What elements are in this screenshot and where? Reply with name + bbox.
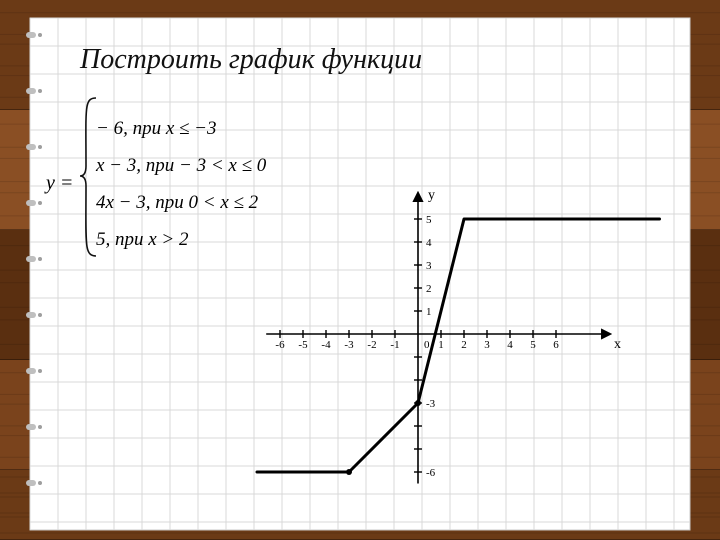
svg-text:5: 5 <box>426 214 432 226</box>
svg-text:-5: -5 <box>298 339 308 351</box>
svg-text:1: 1 <box>438 339 444 351</box>
formula-line: 4x − 3, при 0 < x ≤ 2 <box>96 192 258 214</box>
svg-text:3: 3 <box>484 339 490 351</box>
svg-text:5: 5 <box>530 339 536 351</box>
stage: ху-6-5-4-3-2-1123456012345-3-6 Построить… <box>0 0 720 540</box>
svg-text:-2: -2 <box>367 339 376 351</box>
svg-text:-1: -1 <box>390 339 399 351</box>
svg-text:0: 0 <box>424 339 430 351</box>
page-title: Построить график функции <box>80 44 422 76</box>
svg-text:-3: -3 <box>426 398 436 410</box>
svg-text:2: 2 <box>461 339 467 351</box>
svg-text:1: 1 <box>426 306 432 318</box>
svg-text:4: 4 <box>507 339 513 351</box>
formula-line: 5, при x > 2 <box>96 229 189 251</box>
svg-text:у: у <box>428 188 435 203</box>
formula-line: − 6, при x ≤ −3 <box>96 118 217 140</box>
svg-text:6: 6 <box>553 339 559 351</box>
formula-prefix: y = <box>46 172 73 195</box>
svg-text:-6: -6 <box>426 467 436 479</box>
svg-text:-6: -6 <box>275 339 285 351</box>
svg-text:4: 4 <box>426 237 432 249</box>
drawing-surface: ху-6-5-4-3-2-1123456012345-3-6 <box>0 0 720 540</box>
svg-text:2: 2 <box>426 283 432 295</box>
svg-text:3: 3 <box>426 260 432 272</box>
svg-text:х: х <box>614 337 621 352</box>
svg-text:-3: -3 <box>344 339 354 351</box>
formula-line: x − 3, при − 3 < x ≤ 0 <box>96 155 266 177</box>
svg-text:-4: -4 <box>321 339 331 351</box>
